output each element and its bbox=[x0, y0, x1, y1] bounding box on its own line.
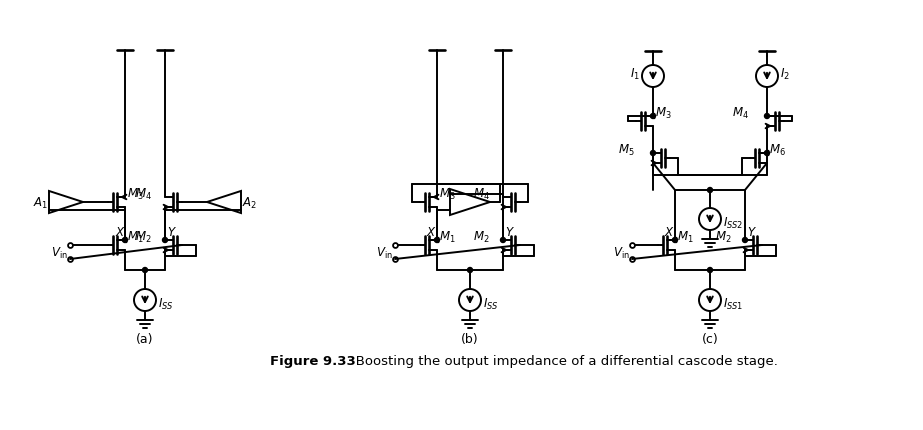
Text: X: X bbox=[665, 225, 673, 239]
Text: $I_2$: $I_2$ bbox=[780, 66, 790, 81]
Text: $V_{\rm in}$: $V_{\rm in}$ bbox=[377, 245, 393, 260]
Text: $M_2$: $M_2$ bbox=[473, 229, 489, 244]
Text: (b): (b) bbox=[462, 332, 479, 345]
Text: $M_6$: $M_6$ bbox=[769, 143, 785, 158]
Text: (c): (c) bbox=[701, 332, 718, 345]
Circle shape bbox=[651, 151, 655, 156]
Text: $M_4$: $M_4$ bbox=[732, 106, 749, 121]
Circle shape bbox=[764, 114, 770, 119]
Text: $M_1$: $M_1$ bbox=[439, 229, 456, 244]
Circle shape bbox=[764, 151, 770, 156]
Text: Y: Y bbox=[167, 225, 174, 239]
Text: $M_2$: $M_2$ bbox=[135, 229, 151, 244]
Text: $A_2$: $A_2$ bbox=[242, 195, 258, 210]
Text: Y: Y bbox=[747, 225, 754, 239]
Text: $M_1$: $M_1$ bbox=[127, 229, 144, 244]
Circle shape bbox=[500, 238, 506, 243]
Text: $I_{SS}$: $I_{SS}$ bbox=[158, 296, 174, 311]
Circle shape bbox=[142, 268, 148, 273]
Circle shape bbox=[123, 238, 127, 243]
Circle shape bbox=[651, 114, 655, 119]
Text: Figure 9.33: Figure 9.33 bbox=[270, 354, 355, 367]
Circle shape bbox=[468, 268, 473, 273]
Text: $M_3$: $M_3$ bbox=[655, 106, 672, 121]
Circle shape bbox=[708, 188, 713, 193]
Text: $M_4$: $M_4$ bbox=[135, 187, 152, 202]
Text: $M_1$: $M_1$ bbox=[677, 229, 693, 244]
Text: $I_{SS}$: $I_{SS}$ bbox=[483, 296, 498, 311]
Text: $M_4$: $M_4$ bbox=[473, 187, 490, 202]
Circle shape bbox=[162, 238, 167, 243]
Circle shape bbox=[708, 268, 713, 273]
Text: X: X bbox=[115, 225, 123, 239]
Text: Y: Y bbox=[505, 225, 512, 239]
Text: X: X bbox=[427, 225, 435, 239]
Text: $M_3$: $M_3$ bbox=[439, 187, 456, 202]
Circle shape bbox=[742, 238, 748, 243]
Text: $A_1$: $A_1$ bbox=[33, 195, 48, 210]
Text: $I_1$: $I_1$ bbox=[630, 66, 640, 81]
Text: $I_{SS1}$: $I_{SS1}$ bbox=[723, 296, 743, 311]
Text: $V_{\rm in}$: $V_{\rm in}$ bbox=[613, 245, 630, 260]
Text: Boosting the output impedance of a differential cascode stage.: Boosting the output impedance of a diffe… bbox=[343, 354, 778, 367]
Text: $M_2$: $M_2$ bbox=[715, 229, 732, 244]
Circle shape bbox=[673, 238, 677, 243]
Text: $I_{SS2}$: $I_{SS2}$ bbox=[723, 215, 743, 230]
Text: $M_5$: $M_5$ bbox=[618, 143, 635, 158]
Text: (a): (a) bbox=[137, 332, 154, 345]
Text: $V_{\rm in}$: $V_{\rm in}$ bbox=[51, 245, 68, 260]
Circle shape bbox=[435, 238, 439, 243]
Text: $M_3$: $M_3$ bbox=[127, 187, 144, 202]
